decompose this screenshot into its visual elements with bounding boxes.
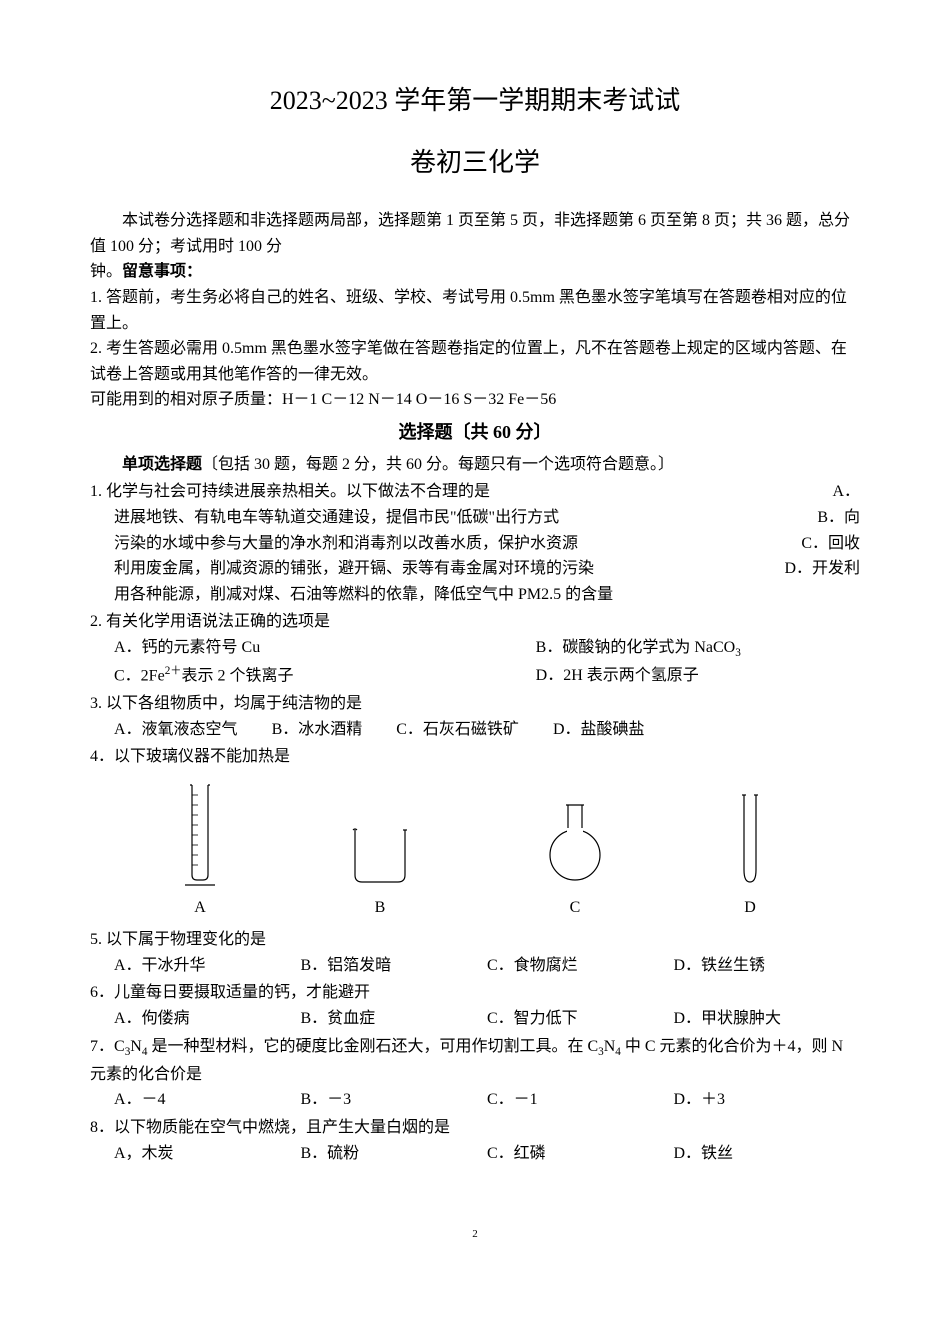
q6-opt-a: A．佝偻病 — [114, 1006, 301, 1032]
test-tube-icon — [730, 790, 770, 890]
q4-label-a: A — [180, 895, 220, 921]
q1-opt-a-tail: B．向 — [817, 505, 860, 531]
q3-stem: 3. 以下各组物质中，均属于纯洁物的是 — [90, 691, 860, 717]
question-8: 8．以下物质能在空气中燃烧，且产生大量白烟的是 A，木炭 B．硫粉 C．红磷 D… — [90, 1115, 860, 1166]
q7-opt-a: A．－4 — [114, 1087, 301, 1113]
title-main: 2023~2023 学年第一学期期末考试试 — [90, 80, 860, 122]
q3-opt-b: B．冰水酒精 — [272, 717, 363, 743]
q2-c-post: 表示 2 个铁离子 — [181, 667, 293, 684]
q5-opt-a: A．干冰升华 — [114, 953, 301, 979]
q5-opt-d: D．铁丝生锈 — [674, 953, 861, 979]
q1-opt-c: 利用废金属，削减资源的铺张，避开镉、汞等有毒金属对环境的污染 — [114, 556, 594, 582]
instructions-title: 留意事项： — [122, 263, 202, 280]
instruction-1: 1. 答题前，考生务必将自己的姓名、班级、学校、考试号用 0.5mm 黑色墨水签… — [90, 285, 860, 336]
q7-opt-b: B．－3 — [301, 1087, 488, 1113]
q1-opt-a: 进展地铁、有轨电车等轨道交通建设，提倡市民"低碳"出行方式 — [114, 505, 559, 531]
single-choice-rest: 〔包括 30 题，每题 2 分，共 60 分。每题只有一个选项符合题意。〕 — [202, 456, 674, 473]
section-title: 选择题〔共 60 分〕 — [90, 418, 860, 447]
question-7: 7．C3N4 是一种型材料，它的硬度比金刚石还大，可用作切割工具。在 C3N4 … — [90, 1034, 860, 1113]
q1-opt-b: 污染的水域中参与大量的净水剂和消毒剂以改善水质，保护水资源 — [114, 531, 578, 557]
q7-opt-c: C．－1 — [487, 1087, 674, 1113]
graduated-cylinder-icon — [180, 780, 220, 890]
q4-fig-a: A — [180, 780, 220, 921]
q7-stem: 7．C3N4 是一种型材料，它的硬度比金刚石还大，可用作切割工具。在 C3N4 … — [90, 1034, 860, 1088]
q2-c-sup: 2＋ — [165, 665, 182, 677]
q3-opt-c: C．石灰石磁铁矿 — [396, 717, 519, 743]
q4-label-d: D — [730, 895, 770, 921]
intro-block: 本试卷分选择题和非选择题两局部，选择题第 1 页至第 5 页，非选择题第 6 页… — [90, 208, 860, 413]
single-choice-instruction: 单项选择题〔包括 30 题，每题 2 分，共 60 分。每题只有一个选项符合题意… — [90, 452, 860, 478]
q1-opt-b-tail: C．回收 — [801, 531, 860, 557]
q2-b-pre: B．碳酸钠的化学式为 NaCO — [536, 639, 736, 656]
q6-opt-b: B．贫血症 — [301, 1006, 488, 1032]
q7-opt-d: D．＋3 — [674, 1087, 861, 1113]
q4-stem: 4．以下玻璃仪器不能加热是 — [90, 744, 860, 770]
q8-opt-b: B．硫粉 — [301, 1141, 488, 1167]
question-4: 4．以下玻璃仪器不能加热是 A — [90, 744, 860, 925]
q8-stem: 8．以下物质能在空气中燃烧，且产生大量白烟的是 — [90, 1115, 860, 1141]
q7-s3: 是一种型材料，它的硬度比金刚石还大，可用作切割工具。在 C — [147, 1038, 598, 1055]
round-flask-icon — [540, 800, 610, 890]
q6-opt-d: D．甲状腺肿大 — [674, 1006, 861, 1032]
question-3: 3. 以下各组物质中，均属于纯洁物的是 A．液氧液态空气 B．冰水酒精 C．石灰… — [90, 691, 860, 742]
q4-fig-c: C — [540, 800, 610, 921]
intro-text: 本试卷分选择题和非选择题两局部，选择题第 1 页至第 5 页，非选择题第 6 页… — [90, 212, 850, 255]
q5-stem: 5. 以下属于物理变化的是 — [90, 927, 860, 953]
q2-opt-a: A．钙的元素符号 Cu — [114, 635, 536, 663]
q2-opt-b: B．碳酸钠的化学式为 NaCO3 — [536, 635, 860, 663]
single-choice-bold: 单项选择题 — [122, 456, 202, 473]
instruction-2: 2. 考生答题必需用 0.5mm 黑色墨水签字笔做在答题卷指定的位置上，凡不在答… — [90, 336, 860, 387]
q4-fig-b: B — [340, 820, 420, 921]
question-2: 2. 有关化学用语说法正确的选项是 A．钙的元素符号 Cu B．碳酸钠的化学式为… — [90, 609, 860, 689]
q1-stem-tail: A． — [832, 479, 860, 505]
question-5: 5. 以下属于物理变化的是 A．干冰升华 B．铝箔发暗 C．食物腐烂 D．铁丝生… — [90, 927, 860, 978]
q1-stem: 1. 化学与社会可持续进展亲热相关。以下做法不合理的是 — [90, 479, 490, 505]
q2-c-pre: C．2Fe — [114, 667, 165, 684]
q6-stem: 6．儿童每日要摄取适量的钙，才能避开 — [90, 980, 860, 1006]
q4-label-c: C — [540, 895, 610, 921]
question-6: 6．儿童每日要摄取适量的钙，才能避开 A．佝偻病 B．贫血症 C．智力低下 D．… — [90, 980, 860, 1031]
q5-opt-b: B．铝箔发暗 — [301, 953, 488, 979]
q3-opt-d: D．盐酸碘盐 — [553, 717, 645, 743]
page-number: 2 — [90, 1226, 860, 1244]
q7-s1: 7．C — [90, 1038, 125, 1055]
beaker-icon — [340, 820, 420, 890]
q5-opt-c: C．食物腐烂 — [487, 953, 674, 979]
q3-opt-a: A．液氧液态空气 — [114, 717, 238, 743]
q1-opt-d: 用各种能源，削减对煤、石油等燃料的依靠，降低空气中 PM2.5 的含量 — [114, 582, 613, 608]
title-sub: 卷初三化学 — [90, 142, 860, 184]
q6-opt-c: C．智力低下 — [487, 1006, 674, 1032]
intro-tail: 钟。 — [90, 263, 122, 280]
q8-opt-a: A，木炭 — [114, 1141, 301, 1167]
q2-opt-c: C．2Fe2＋表示 2 个铁离子 — [114, 663, 536, 689]
q2-opt-d: D．2H 表示两个氢原子 — [536, 663, 860, 689]
q2-stem: 2. 有关化学用语说法正确的选项是 — [90, 609, 860, 635]
q8-opt-c: C．红磷 — [487, 1141, 674, 1167]
q7-s4: N — [604, 1038, 616, 1055]
q8-opt-d: D．铁丝 — [674, 1141, 861, 1167]
q7-s2: N — [130, 1038, 142, 1055]
q4-fig-d: D — [730, 790, 770, 921]
q1-opt-c-tail: D．开发利 — [784, 556, 860, 582]
question-1: 1. 化学与社会可持续进展亲热相关。以下做法不合理的是 A． 进展地铁、有轨电车… — [90, 479, 860, 607]
q4-label-b: B — [340, 895, 420, 921]
q2-b-sub: 3 — [735, 647, 741, 659]
atomic-mass: 可能用到的相对原子质量：H－1 C－12 N－14 O－16 S－32 Fe－5… — [90, 387, 860, 413]
